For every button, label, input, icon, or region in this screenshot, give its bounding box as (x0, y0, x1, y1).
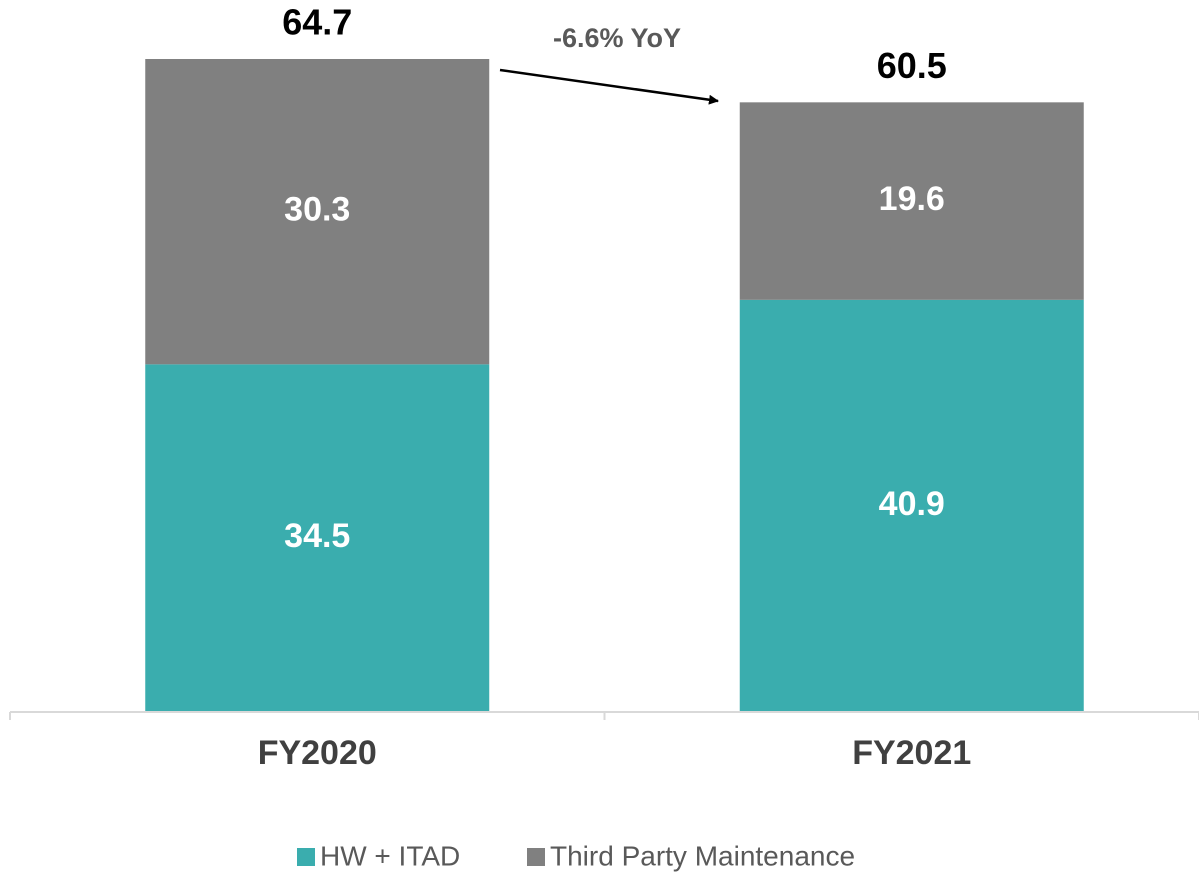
bar-segment (145, 364, 490, 712)
value-label: 40.9 (879, 485, 945, 523)
legend-label: Third Party Maintenance (550, 840, 855, 871)
x-tick-label: FY2020 (258, 734, 377, 772)
total-label: 64.7 (282, 2, 352, 43)
legend-swatch (297, 848, 315, 866)
bar-segment (739, 299, 1084, 712)
value-label: 30.3 (284, 191, 350, 229)
yoy-arrow (499, 68, 719, 105)
annotation: -6.6% YoY (553, 23, 681, 53)
total-label: 60.5 (877, 45, 947, 86)
value-label: 34.5 (284, 517, 350, 555)
bar-segment (145, 59, 490, 365)
legend-swatch (527, 848, 545, 866)
x-tick-label: FY2021 (852, 734, 971, 772)
bar-segment (739, 102, 1084, 300)
value-label: 19.6 (879, 180, 945, 218)
legend-label: HW + ITAD (320, 840, 460, 871)
